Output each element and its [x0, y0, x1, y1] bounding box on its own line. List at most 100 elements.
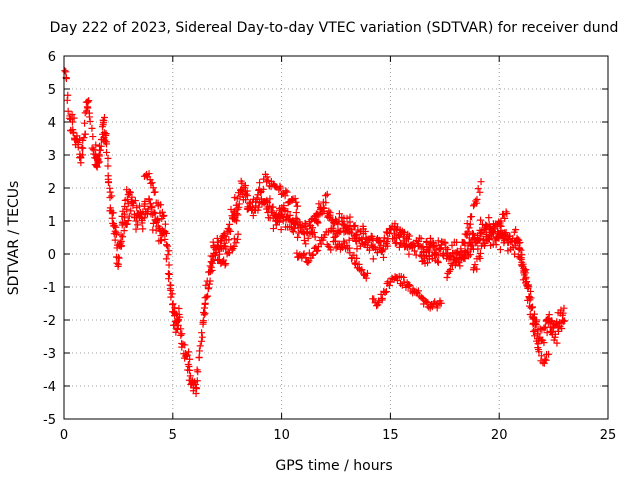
data-point: [228, 246, 236, 254]
data-point: [282, 187, 290, 195]
data-point: [178, 330, 186, 338]
data-point: [536, 325, 544, 333]
data-point: [104, 162, 112, 170]
data-point: [477, 178, 485, 186]
data-point: [209, 259, 217, 267]
y-tick-label: 6: [48, 50, 56, 65]
data-point: [186, 372, 194, 380]
data-point: [264, 199, 272, 207]
data-point: [268, 207, 276, 215]
data-point: [115, 254, 123, 262]
data-point: [492, 241, 500, 249]
data-point: [428, 303, 436, 311]
data-point: [70, 114, 78, 122]
data-point: [269, 203, 277, 211]
data-point: [346, 213, 354, 221]
data-point: [454, 257, 462, 265]
data-point: [103, 140, 111, 148]
data-point: [103, 148, 111, 156]
data-point: [468, 213, 476, 221]
data-point: [278, 212, 286, 220]
data-point: [303, 229, 311, 237]
plot-frame: [63, 55, 609, 420]
data-point: [327, 246, 335, 254]
data-point: [272, 217, 280, 225]
data-point: [221, 232, 229, 240]
y-axis-ticks: -5 -4 -3 -2 -1 0 1 2 3 4 5 6: [43, 50, 608, 428]
data-point: [384, 242, 392, 250]
data-point: [90, 146, 98, 154]
data-point: [365, 246, 373, 254]
data-point: [124, 217, 132, 225]
data-point: [93, 163, 101, 171]
data-point: [473, 195, 481, 203]
x-tick-label: 5: [169, 428, 177, 443]
data-point: [446, 265, 454, 273]
data-point: [171, 304, 179, 312]
data-point: [434, 259, 442, 267]
data-point: [295, 229, 303, 237]
data-point: [266, 195, 274, 203]
data-point: [399, 233, 407, 241]
data-point: [150, 208, 158, 216]
data-point: [309, 250, 317, 258]
data-point: [385, 282, 393, 290]
data-point: [165, 261, 173, 269]
data-point: [162, 255, 170, 263]
data-point: [277, 226, 285, 234]
data-point: [518, 251, 526, 259]
data-point: [161, 220, 169, 228]
data-point: [363, 269, 371, 277]
data-point: [117, 242, 125, 250]
data-point: [342, 223, 350, 231]
x-tick-label: 20: [491, 428, 508, 443]
data-point: [151, 188, 159, 196]
data-point: [123, 195, 131, 203]
data-point: [382, 228, 390, 236]
y-tick-label: -4: [43, 380, 56, 395]
data-point: [361, 227, 369, 235]
data-point: [561, 317, 569, 325]
data-point: [416, 251, 424, 259]
data-point: [471, 261, 479, 269]
data-point: [497, 217, 505, 225]
data-point: [106, 188, 114, 196]
data-point: [292, 209, 300, 217]
data-point: [243, 192, 251, 200]
data-point: [185, 366, 193, 374]
data-point: [437, 299, 445, 307]
data-point: [496, 246, 504, 254]
data-point: [94, 156, 102, 164]
data-point: [81, 130, 89, 138]
data-point: [283, 188, 291, 196]
data-point: [149, 184, 157, 192]
data-point: [139, 225, 147, 233]
data-point: [462, 230, 470, 238]
data-point: [109, 219, 117, 227]
data-point: [291, 195, 299, 203]
data-point: [275, 218, 283, 226]
y-tick-label: -2: [43, 314, 56, 329]
data-point: [434, 257, 442, 265]
data-point: [302, 254, 310, 262]
data-point: [242, 190, 250, 198]
data-point: [502, 229, 510, 237]
data-point: [428, 254, 436, 262]
data-point: [511, 242, 519, 250]
data-point: [269, 225, 277, 233]
data-point: [280, 202, 288, 210]
data-point: [362, 274, 370, 282]
x-tick-label: 15: [382, 428, 399, 443]
data-point: [369, 255, 377, 263]
data-point: [386, 229, 394, 237]
data-point: [529, 320, 537, 328]
data-point: [230, 242, 238, 250]
data-point: [79, 151, 87, 159]
data-point: [131, 197, 139, 205]
data-point: [428, 238, 436, 246]
data-point: [148, 179, 156, 187]
data-point: [157, 236, 165, 244]
x-axis-label: GPS time / hours: [275, 458, 392, 474]
data-point: [417, 235, 425, 243]
data-point: [394, 277, 402, 285]
